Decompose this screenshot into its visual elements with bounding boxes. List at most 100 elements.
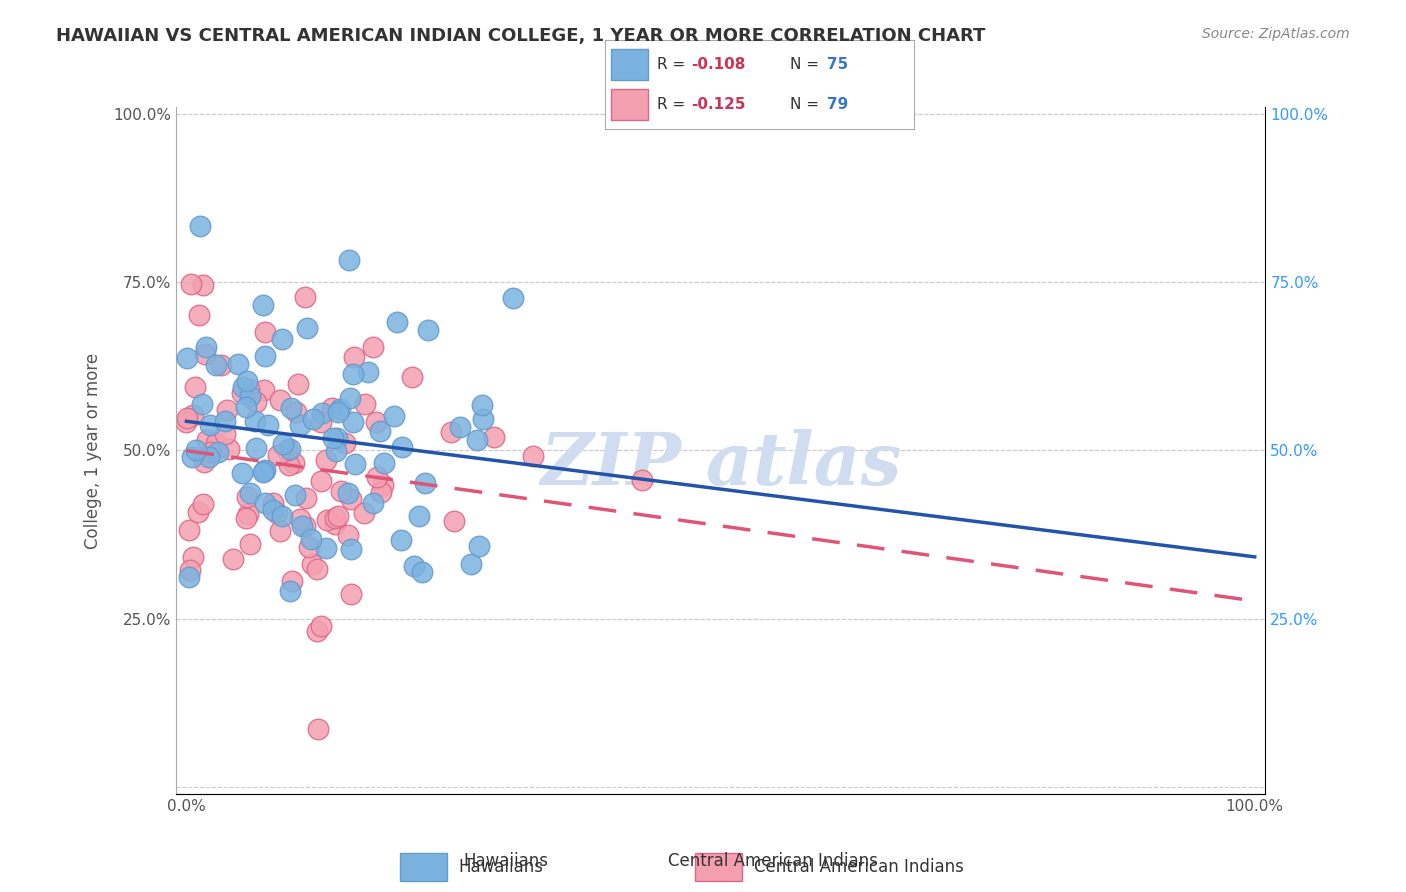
Hawaiians — [239, 486, 262, 500]
Central American Indians — [195, 433, 218, 447]
Hawaiians — [373, 456, 395, 470]
Central American Indians — [373, 478, 395, 492]
Hawaiians — [413, 476, 436, 491]
Hawaiians — [340, 542, 363, 557]
Hawaiians — [337, 485, 360, 500]
Hawaiians — [299, 533, 322, 547]
Hawaiians — [325, 443, 347, 458]
Hawaiians — [337, 253, 360, 268]
Hawaiians — [280, 401, 302, 415]
Central American Indians — [288, 512, 311, 526]
Central American Indians — [179, 523, 201, 537]
Bar — [399, 853, 447, 881]
Hawaiians — [177, 570, 200, 584]
Hawaiians — [468, 540, 491, 554]
Hawaiians — [322, 431, 344, 445]
Central American Indians — [326, 508, 349, 523]
Central American Indians — [311, 475, 333, 489]
Central American Indians — [215, 403, 238, 417]
Central American Indians — [200, 445, 222, 459]
Central American Indians — [281, 574, 304, 589]
Hawaiians — [176, 351, 198, 365]
Hawaiians — [195, 340, 218, 354]
Text: R =: R = — [657, 57, 690, 71]
Hawaiians — [472, 411, 495, 425]
Hawaiians — [273, 437, 295, 451]
Central American Indians — [204, 436, 226, 450]
Central American Indians — [276, 442, 298, 457]
Central American Indians — [321, 401, 343, 416]
Central American Indians — [301, 558, 323, 572]
Hawaiians — [502, 291, 524, 305]
Text: Central American Indians: Central American Indians — [668, 852, 879, 870]
Text: ZIP atlas: ZIP atlas — [540, 429, 901, 500]
Text: N =: N = — [790, 57, 824, 71]
Hawaiians — [253, 349, 276, 363]
Central American Indians — [364, 415, 387, 429]
Hawaiians — [343, 458, 366, 472]
Text: Hawaiians: Hawaiians — [464, 852, 548, 870]
Central American Indians — [176, 411, 198, 425]
Central American Indians — [183, 380, 205, 394]
Hawaiians — [235, 374, 257, 388]
Hawaiians — [342, 415, 364, 429]
Hawaiians — [186, 442, 208, 457]
Central American Indians — [315, 453, 337, 467]
Text: HAWAIIAN VS CENTRAL AMERICAN INDIAN COLLEGE, 1 YEAR OR MORE CORRELATION CHART: HAWAIIAN VS CENTRAL AMERICAN INDIAN COLL… — [56, 27, 986, 45]
Central American Indians — [239, 537, 262, 551]
Central American Indians — [180, 277, 202, 292]
Central American Indians — [266, 506, 288, 520]
Central American Indians — [181, 408, 204, 422]
Central American Indians — [340, 491, 363, 506]
Hawaiians — [239, 389, 262, 403]
Bar — [610, 49, 648, 80]
Hawaiians — [190, 397, 212, 411]
Hawaiians — [284, 488, 307, 502]
Central American Indians — [298, 540, 321, 554]
Hawaiians — [214, 414, 236, 428]
Hawaiians — [411, 565, 433, 579]
Central American Indians — [631, 473, 654, 487]
Central American Indians — [307, 562, 329, 576]
Central American Indians — [522, 449, 544, 463]
Hawaiians — [361, 496, 384, 510]
Central American Indians — [218, 442, 240, 456]
Central American Indians — [188, 308, 211, 322]
Hawaiians — [339, 392, 361, 406]
Central American Indians — [366, 469, 388, 483]
Central American Indians — [222, 552, 245, 566]
Hawaiians — [253, 464, 276, 478]
Hawaiians — [198, 450, 221, 464]
Hawaiians — [254, 496, 277, 510]
Hawaiians — [311, 406, 333, 420]
Text: R =: R = — [657, 97, 690, 112]
Central American Indians — [238, 383, 260, 397]
Hawaiians — [342, 367, 364, 381]
Central American Indians — [307, 722, 329, 736]
Central American Indians — [340, 587, 363, 601]
Central American Indians — [329, 484, 352, 499]
Hawaiians — [231, 379, 253, 393]
Hawaiians — [329, 402, 352, 417]
Hawaiians — [295, 321, 318, 335]
Hawaiians — [205, 358, 228, 372]
Hawaiians — [256, 417, 278, 432]
Central American Indians — [285, 405, 308, 419]
Hawaiians — [465, 433, 488, 447]
Central American Indians — [307, 624, 329, 638]
Text: N =: N = — [790, 97, 824, 112]
Hawaiians — [200, 417, 222, 432]
Central American Indians — [295, 491, 318, 506]
Central American Indians — [238, 507, 260, 521]
Hawaiians — [288, 418, 311, 433]
Central American Indians — [235, 490, 257, 504]
Text: -0.108: -0.108 — [692, 57, 745, 71]
Bar — [695, 853, 742, 881]
Central American Indians — [267, 448, 290, 462]
Hawaiians — [449, 420, 471, 434]
Central American Indians — [179, 563, 201, 577]
Central American Indians — [235, 511, 257, 525]
Central American Indians — [277, 458, 299, 472]
Central American Indians — [191, 497, 214, 511]
Central American Indians — [323, 516, 346, 531]
